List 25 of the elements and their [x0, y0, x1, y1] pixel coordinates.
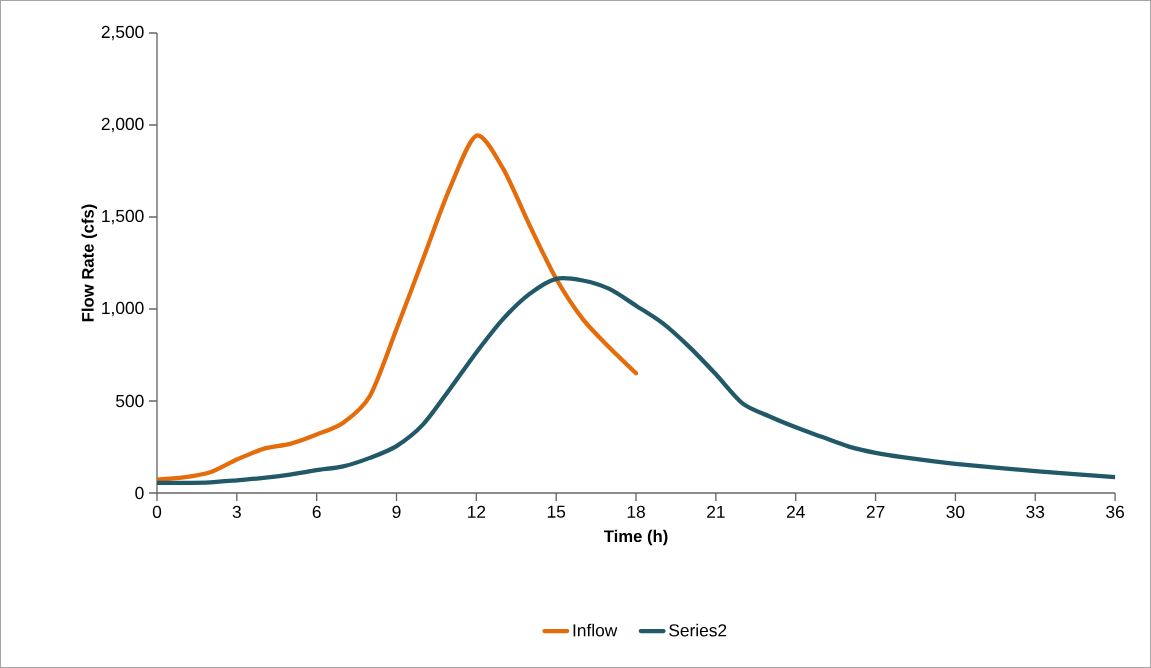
x-tick-label: 24: [786, 505, 805, 518]
x-tick-label: 0: [152, 505, 162, 518]
x-tick-label: 3: [232, 505, 241, 518]
legend-label: Series2: [669, 623, 727, 637]
x-tick-label: 21: [707, 505, 725, 518]
x-axis-title: Time (h): [603, 529, 668, 546]
x-tick-label: 30: [946, 505, 965, 518]
y-tick-label: 2,500: [101, 25, 144, 41]
y-tick-label: 2,000: [101, 117, 144, 133]
y-tick-label: 0: [135, 486, 144, 500]
x-tick-label: 18: [627, 505, 645, 518]
y-tick-label: 1,000: [102, 301, 144, 317]
x-tick-label: 9: [392, 505, 401, 518]
x-tick-label: 33: [1026, 505, 1045, 518]
y-tick-label: 500: [116, 394, 144, 408]
x-tick-label: 6: [312, 505, 321, 518]
legend-label: Inflow: [573, 623, 618, 637]
x-tick-label: 12: [468, 505, 486, 518]
x-tick-label: 15: [547, 505, 566, 518]
y-tick-label: 1,500: [102, 209, 144, 225]
y-axis-title: Flow Rate (cfs): [81, 204, 98, 322]
line-series: [156, 276, 1116, 486]
line-series: [156, 133, 639, 482]
x-tick-label: 36: [1106, 505, 1124, 518]
x-tick-label: 27: [866, 505, 885, 518]
